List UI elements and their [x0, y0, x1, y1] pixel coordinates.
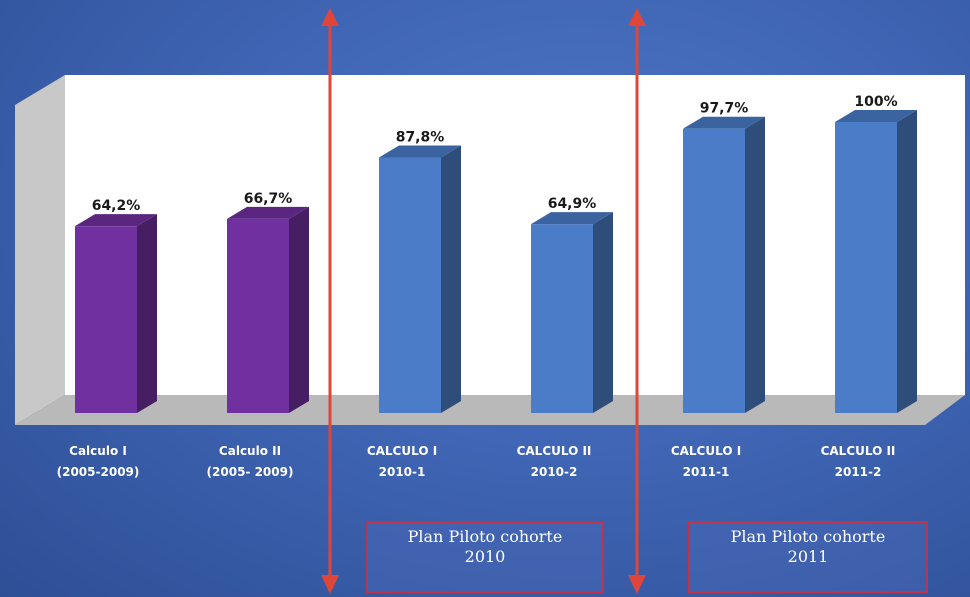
- annotation-box-2010: Plan Piloto cohorte 2010: [366, 521, 604, 593]
- annotation-2011-line-1: Plan Piloto cohorte: [730, 527, 886, 546]
- divider-arrow-2: [628, 8, 646, 594]
- category-label-3-line-1: CALCULO I: [367, 444, 437, 458]
- bar-4: [531, 212, 613, 413]
- category-label-6-line-2: 2011-2: [835, 465, 882, 479]
- bar-5: [683, 116, 765, 414]
- category-label-5-line-2: 2011-1: [683, 465, 730, 479]
- category-label-5-line-1: CALCULO I: [671, 444, 741, 458]
- bar-side-face: [441, 145, 461, 413]
- data-label-1: 64,2%: [92, 198, 141, 214]
- bar-side-face: [289, 206, 309, 413]
- annotation-2011-line-2: 2011: [787, 547, 829, 566]
- bar-top-face: [531, 212, 613, 225]
- category-label-2-line-1: Calculo II: [219, 444, 281, 458]
- category-label-1-line-2: (2005-2009): [57, 465, 140, 479]
- category-label-4-line-1: CALCULO II: [517, 444, 592, 458]
- category-label-1-line-1: Calculo I: [69, 444, 127, 458]
- bar-front-face: [227, 218, 289, 413]
- plot-back-wall: [65, 75, 965, 395]
- data-label-2: 66,7%: [244, 191, 293, 207]
- bar-front-face: [531, 224, 593, 413]
- category-label-3-line-2: 2010-1: [379, 465, 426, 479]
- divider-arrowhead-bottom: [628, 575, 646, 594]
- data-label-4: 64,9%: [548, 196, 597, 212]
- annotation-2010-line-2: 2010: [464, 547, 506, 566]
- bar-front-face: [75, 226, 137, 413]
- plot-floor: [15, 395, 965, 425]
- bar-1: [75, 214, 157, 413]
- bar-top-face: [75, 214, 157, 227]
- plot-side-wall: [15, 75, 65, 425]
- bar-front-face: [683, 128, 745, 413]
- data-label-3: 87,8%: [396, 130, 445, 146]
- data-label-6: 100%: [854, 94, 897, 110]
- bar-side-face: [137, 214, 157, 413]
- bar-side-face: [745, 116, 765, 414]
- bar-side-face: [897, 110, 917, 413]
- data-label-5: 97,7%: [700, 101, 749, 117]
- divider-arrowhead-top: [321, 8, 339, 26]
- divider-arrowhead-bottom: [321, 575, 339, 594]
- bar-3: [379, 145, 461, 413]
- bar-2: [227, 206, 309, 413]
- annotation-box-2011: Plan Piloto cohorte 2011: [688, 521, 928, 593]
- divider-arrow-1: [321, 8, 339, 594]
- category-label-2-line-2: (2005- 2009): [207, 465, 294, 479]
- divider-arrowhead-top: [628, 8, 646, 26]
- bar-front-face: [379, 157, 441, 413]
- bar-front-face: [835, 122, 897, 413]
- category-label-6-line-1: CALCULO II: [821, 444, 896, 458]
- bar-top-face: [379, 145, 461, 158]
- bar-top-face: [835, 110, 917, 122]
- bar-top-face: [683, 116, 765, 129]
- bar-side-face: [593, 212, 613, 413]
- category-label-4-line-2: 2010-2: [531, 465, 578, 479]
- bar-top-face: [227, 206, 309, 219]
- bar-6: [835, 110, 917, 413]
- annotation-2010-line-1: Plan Piloto cohorte: [407, 527, 563, 546]
